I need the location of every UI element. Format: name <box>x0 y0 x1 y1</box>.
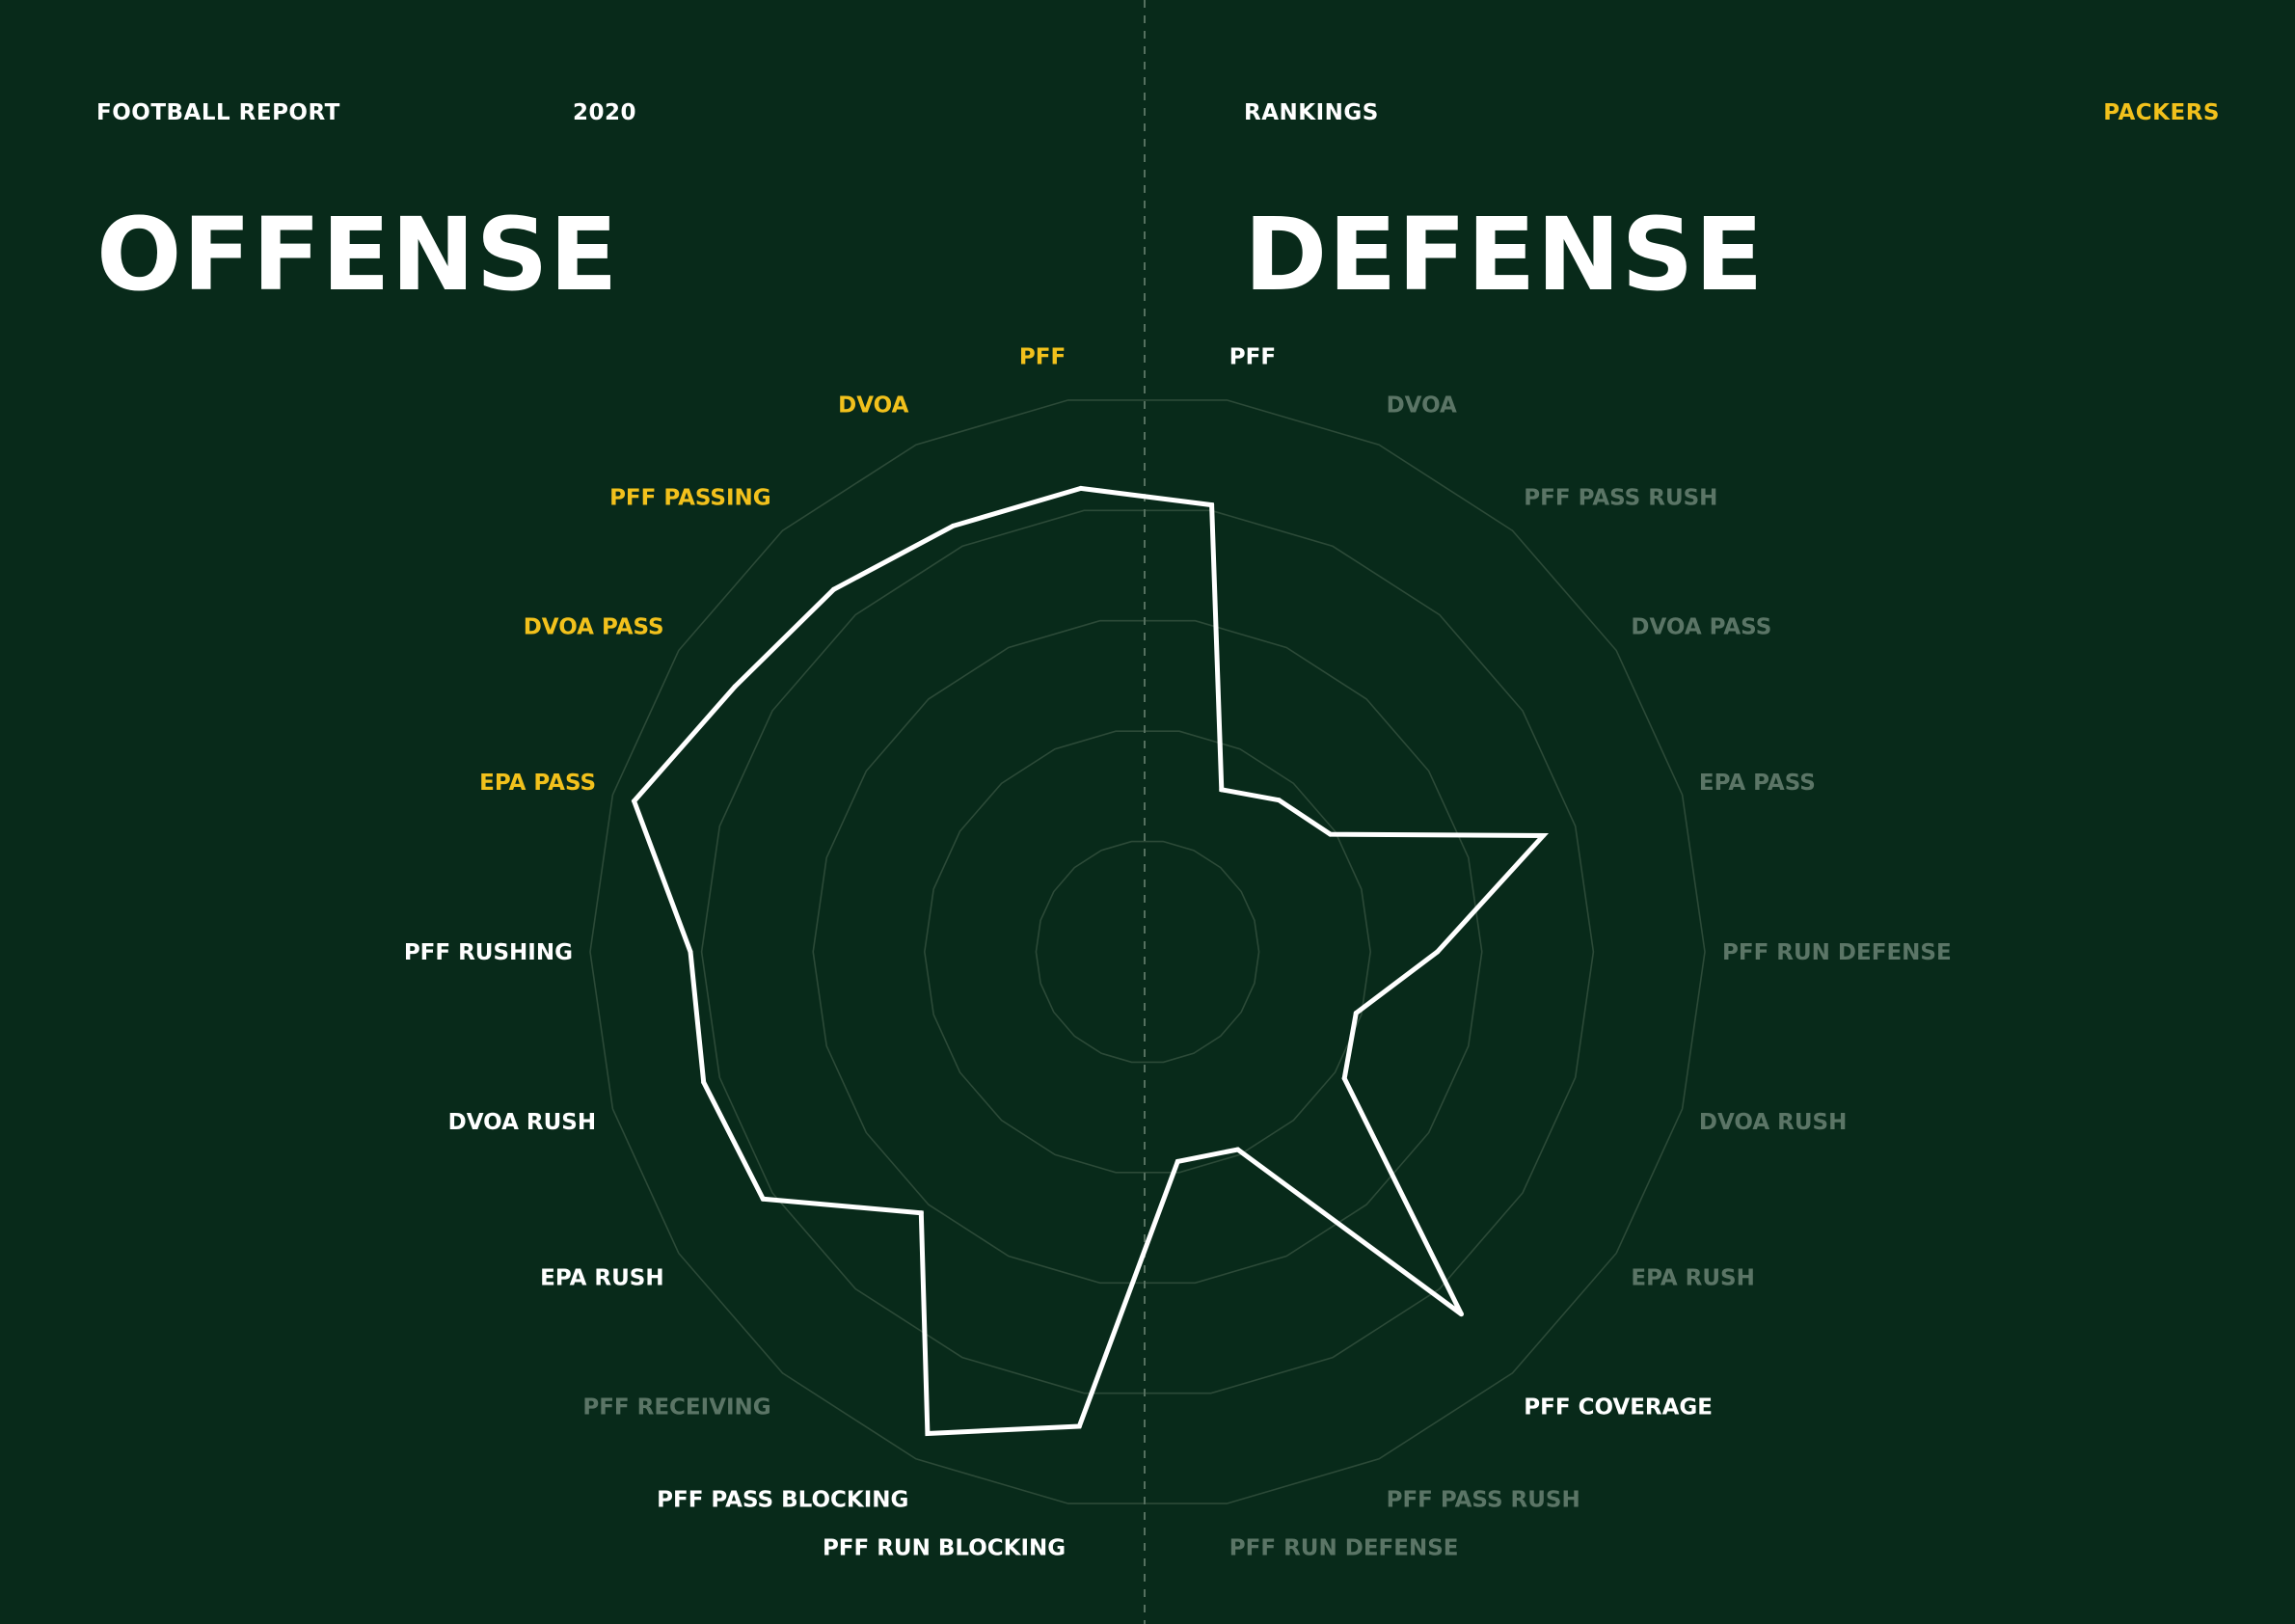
defense-point-8 <box>1459 1312 1464 1317</box>
offense-point-3 <box>732 684 738 690</box>
offense-axis-label: EPA PASS <box>479 771 596 796</box>
defense-point-4 <box>1540 833 1546 838</box>
offense-axis-label: DVOA <box>838 392 908 418</box>
defense-point-0 <box>1209 502 1215 508</box>
radar-grid <box>589 399 1706 1504</box>
offense-point-10 <box>1076 1423 1082 1429</box>
defense-axis-label: DVOA PASS <box>1631 615 1771 640</box>
offense-axis-label: PFF <box>1019 344 1066 369</box>
defense-heading: DEFENSE <box>1244 196 1765 313</box>
offense-point-9 <box>925 1431 931 1436</box>
offense-point-8 <box>918 1210 924 1216</box>
defense-axis-label: PFF <box>1229 344 1276 369</box>
defense-axis-label: DVOA <box>1387 392 1457 418</box>
report-year: 2020 <box>573 100 637 125</box>
defense-axis-label: EPA RUSH <box>1631 1265 1754 1290</box>
offense-point-1 <box>950 523 956 528</box>
defense-axis-label: PFF RUN DEFENSE <box>1229 1536 1459 1561</box>
team-name: PACKERS <box>2103 100 2220 125</box>
offense-point-2 <box>831 586 836 592</box>
section-label: RANKINGS <box>1244 100 1379 125</box>
defense-axis-label: PFF PASS RUSH <box>1387 1488 1580 1513</box>
offense-point-7 <box>760 1196 766 1202</box>
offense-point-6 <box>701 1079 707 1085</box>
team-radar-shape <box>631 485 1550 1437</box>
radar-labels: PFF DVOA PFF PASSING DVOA PASS EPA PASS PFF R… <box>404 344 1952 1560</box>
defense-axis-label: PFF COVERAGE <box>1524 1395 1713 1421</box>
defense-point-1 <box>1219 787 1225 793</box>
defense-axis-label: PFF PASS RUSH <box>1524 485 1717 510</box>
defense-axis-label: EPA PASS <box>1699 771 1816 796</box>
offense-axis-label: DVOA RUSH <box>448 1110 596 1135</box>
grid-ring-1 <box>1035 840 1260 1064</box>
offense-point-0 <box>1078 485 1084 491</box>
offense-point-5 <box>688 949 693 955</box>
defense-point-7 <box>1341 1075 1347 1081</box>
offense-heading: OFFENSE <box>96 196 619 313</box>
defense-axis-label: DVOA RUSH <box>1699 1110 1847 1135</box>
grid-ring-3 <box>812 619 1483 1285</box>
grid-ring-4 <box>700 509 1595 1394</box>
defense-point-5 <box>1435 949 1441 955</box>
offense-axis-label: PFF PASSING <box>609 485 771 510</box>
offense-axis-label: PFF RUSHING <box>404 940 573 965</box>
grid-ring-2 <box>923 730 1372 1174</box>
defense-axis-label: PFF RUN DEFENSE <box>1722 940 1952 965</box>
offense-axis-label: PFF PASS BLOCKING <box>657 1488 908 1513</box>
offense-point-4 <box>632 798 637 804</box>
grid-ring-5 <box>589 399 1706 1504</box>
defense-point-2 <box>1276 798 1282 803</box>
offense-axis-label: DVOA PASS <box>524 615 664 640</box>
defense-point-10 <box>1174 1158 1180 1164</box>
defense-point-9 <box>1235 1147 1241 1152</box>
offense-axis-label: PFF RECEIVING <box>582 1395 770 1421</box>
offense-axis-label: EPA RUSH <box>540 1265 663 1290</box>
defense-point-6 <box>1353 1011 1359 1015</box>
radar-shapes <box>631 485 1550 1437</box>
defense-point-3 <box>1328 831 1334 837</box>
offense-axis-label: PFF RUN BLOCKING <box>823 1536 1066 1561</box>
report-title: FOOTBALL REPORT <box>96 100 340 125</box>
